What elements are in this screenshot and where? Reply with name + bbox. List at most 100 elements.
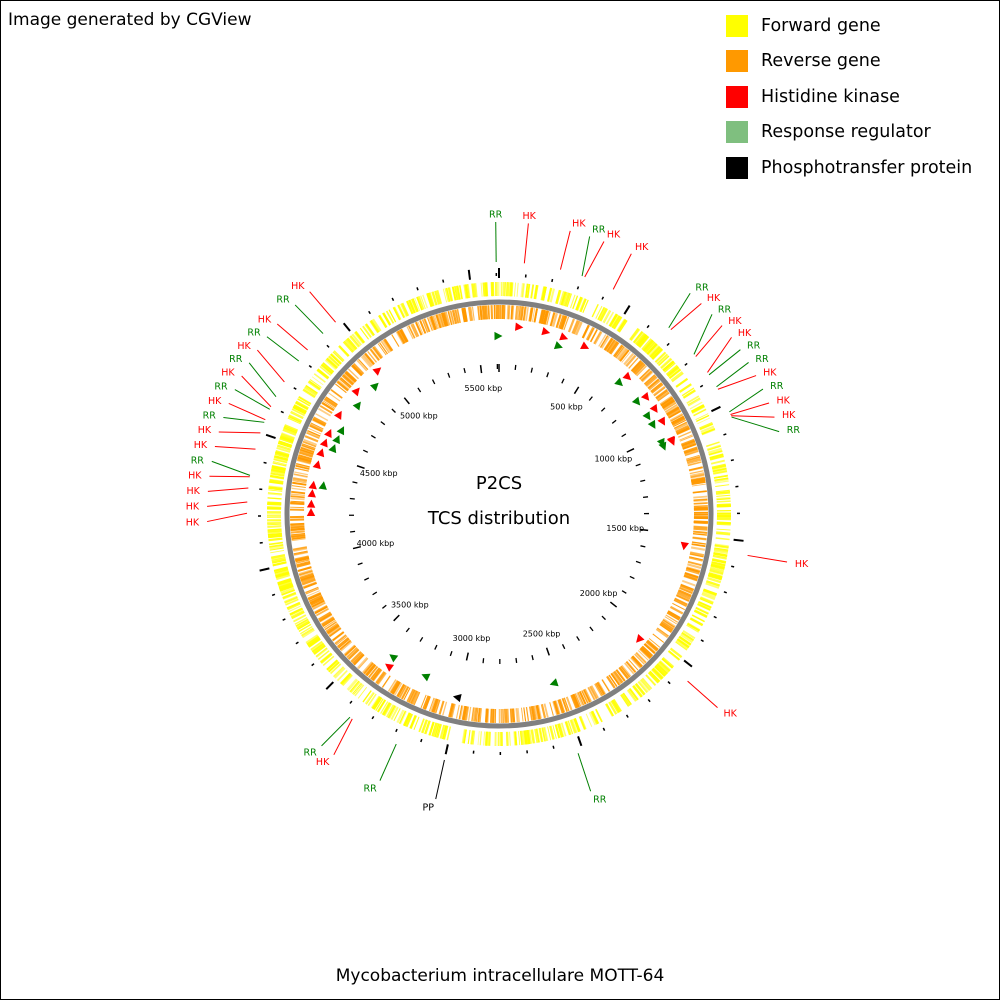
- gene-stripe: [329, 627, 342, 637]
- gene-stripe: [609, 342, 620, 355]
- gene-stripe: [613, 316, 623, 330]
- inner-tick: [545, 647, 550, 656]
- tick-label: 5000 kbp: [400, 412, 438, 421]
- gene-stripe: [289, 607, 304, 616]
- gene-stripe: [353, 331, 365, 345]
- gene-stripe: [295, 402, 309, 410]
- gene-stripe: [479, 305, 483, 320]
- feature-label: RR: [755, 354, 769, 365]
- gene-stripe: [650, 669, 662, 681]
- gene-stripe: [322, 655, 335, 667]
- gene-stripe: [477, 305, 481, 321]
- gene-stripe: [270, 470, 285, 475]
- gene-stripe: [647, 343, 658, 355]
- gene-stripe: [319, 405, 333, 414]
- gene-stripe: [431, 291, 438, 306]
- gene-stripe: [620, 694, 630, 707]
- gene-stripe: [712, 554, 727, 560]
- gene-stripe: [693, 502, 708, 505]
- gene-stripe: [573, 718, 581, 732]
- gene-stripe: [549, 725, 554, 740]
- gene-stripe: [326, 356, 339, 369]
- gene-stripe: [535, 728, 541, 743]
- gene-stripe: [295, 400, 309, 410]
- inner-tick: [635, 463, 641, 467]
- gene-stripe: [290, 530, 305, 534]
- gene-stripe: [395, 331, 405, 345]
- gene-stripe: [571, 319, 579, 334]
- gene-stripe: [676, 592, 691, 600]
- gene-stripe: [630, 360, 642, 372]
- inner-tick: [621, 590, 627, 594]
- response-regulator-marker: [421, 673, 431, 682]
- gene-stripe: [676, 594, 690, 601]
- gene-stripe: [649, 670, 661, 682]
- gene-stripe: [438, 313, 445, 328]
- gene-stripe: [675, 641, 688, 651]
- gene-stripe: [301, 576, 316, 584]
- histidine-kinase-marker: [306, 508, 316, 517]
- gene-stripe: [472, 730, 476, 745]
- gene-stripe: [275, 451, 290, 457]
- gene-stripe: [290, 493, 305, 497]
- inner-tick: [364, 577, 370, 581]
- gene-stripe: [630, 328, 641, 342]
- gene-stripe: [305, 586, 319, 594]
- gene-stripe: [679, 435, 694, 442]
- gene-stripe: [375, 671, 386, 684]
- gene-stripe: [271, 469, 286, 474]
- gene-stripe: [673, 599, 687, 607]
- gene-stripe: [301, 444, 315, 451]
- gene-stripe: [716, 497, 731, 501]
- gene-stripe: [660, 621, 674, 631]
- gene-stripe: [680, 584, 694, 591]
- outer-tick: [326, 344, 330, 348]
- gene-stripe: [290, 527, 305, 531]
- gene-stripe: [294, 556, 309, 561]
- gene-stripe: [293, 550, 308, 556]
- gene-stripe: [534, 728, 539, 743]
- gene-stripe: [656, 390, 669, 400]
- gene-stripe: [320, 616, 334, 625]
- gene-stripe: [651, 383, 664, 394]
- gene-stripe: [298, 569, 313, 575]
- gene-stripe: [681, 387, 695, 397]
- gene-stripe: [693, 525, 708, 529]
- gene-stripe: [277, 442, 292, 449]
- gene-stripe: [560, 722, 567, 737]
- gene-stripe: [272, 462, 287, 467]
- gene-stripe: [269, 481, 284, 485]
- gene-stripe: [657, 661, 670, 673]
- gene-stripe: [681, 439, 696, 447]
- gene-stripe: [616, 347, 627, 360]
- gene-stripe: [342, 674, 353, 687]
- gene-stripe: [687, 563, 702, 570]
- gene-stripe: [629, 688, 639, 701]
- outer-tick: [349, 700, 353, 704]
- gene-stripe: [487, 731, 490, 746]
- gene-stripe: [678, 590, 692, 597]
- feature-callout-line: [207, 487, 249, 492]
- feature-label: PP: [423, 802, 435, 813]
- gene-stripe: [685, 568, 700, 575]
- gene-stripe: [714, 477, 729, 482]
- gene-stripe: [296, 620, 310, 629]
- gene-stripe: [578, 716, 586, 730]
- gene-stripe: [714, 548, 729, 552]
- gene-stripe: [297, 398, 311, 407]
- gene-stripe: [447, 310, 453, 325]
- gene-stripe: [321, 401, 335, 412]
- gene-stripe: [672, 418, 686, 426]
- gene-stripe: [295, 556, 310, 562]
- gene-stripe: [426, 292, 434, 307]
- gene-stripe: [689, 556, 704, 561]
- gene-stripe: [711, 463, 726, 469]
- gene-stripe: [382, 313, 391, 326]
- gene-stripe: [387, 679, 397, 692]
- gene-stripe: [403, 712, 412, 727]
- feature-callout-line: [379, 743, 397, 781]
- gene-stripe: [689, 401, 703, 410]
- gene-stripe: [434, 723, 441, 738]
- gene-stripe: [634, 653, 645, 665]
- gene-stripe: [678, 589, 692, 597]
